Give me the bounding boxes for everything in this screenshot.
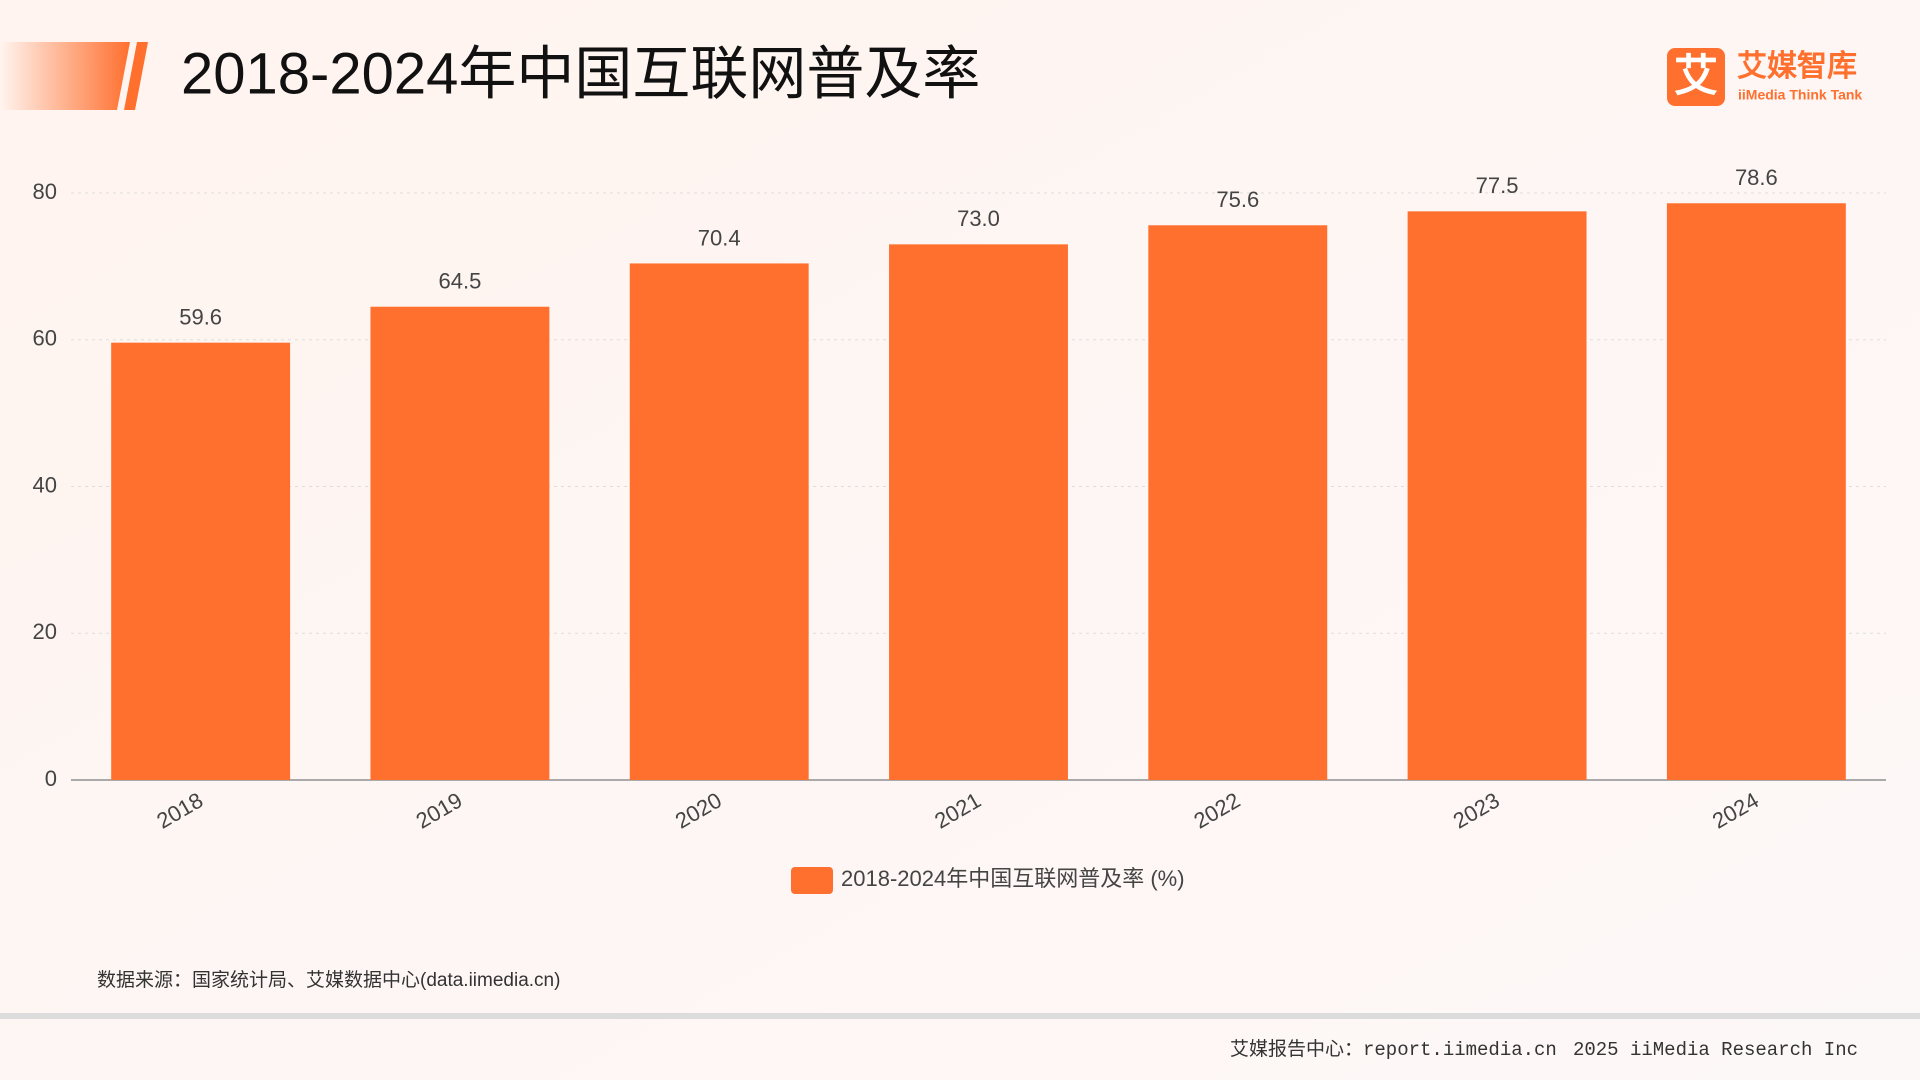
bar bbox=[1666, 203, 1846, 780]
y-tick-label: 80 bbox=[33, 179, 57, 204]
bar bbox=[1148, 225, 1328, 780]
logo-mark: 艾 bbox=[1674, 52, 1718, 101]
footer-site: 艾媒报告中心：report.iimedia.cn bbox=[1230, 1038, 1557, 1061]
chart-title: 2018-2024年中国互联网普及率 bbox=[181, 41, 980, 106]
y-tick-label: 20 bbox=[33, 619, 57, 644]
legend-label: 2018-2024年中国互联网普及率 (%) bbox=[841, 866, 1185, 891]
bar bbox=[111, 342, 291, 780]
data-label: 78.6 bbox=[1735, 165, 1778, 190]
data-label: 75.6 bbox=[1216, 187, 1259, 212]
legend-swatch bbox=[791, 867, 833, 894]
data-label: 77.5 bbox=[1476, 173, 1519, 198]
y-tick-label: 60 bbox=[33, 326, 57, 351]
footer-rule bbox=[0, 1013, 1920, 1019]
bar bbox=[889, 244, 1068, 781]
title-stripe-bar bbox=[124, 42, 148, 110]
data-label: 64.5 bbox=[439, 269, 482, 294]
logo-en: iiMedia Think Tank bbox=[1738, 87, 1862, 103]
bar bbox=[1407, 211, 1587, 780]
title-stripe bbox=[0, 42, 130, 110]
footer-copyright: 2025 iiMedia Research Inc bbox=[1573, 1039, 1858, 1061]
logo-cn: 艾媒智库 bbox=[1737, 50, 1857, 83]
bar bbox=[629, 263, 809, 780]
data-label: 73.0 bbox=[957, 206, 1000, 231]
y-tick-label: 40 bbox=[33, 472, 57, 497]
bar bbox=[370, 306, 550, 780]
data-label: 59.6 bbox=[179, 304, 222, 329]
source-note: 数据来源：国家统计局、艾媒数据中心(data.iimedia.cn) bbox=[97, 969, 560, 991]
data-label: 70.4 bbox=[698, 225, 741, 250]
logo-box bbox=[1667, 48, 1725, 106]
y-tick-label: 0 bbox=[45, 766, 57, 791]
